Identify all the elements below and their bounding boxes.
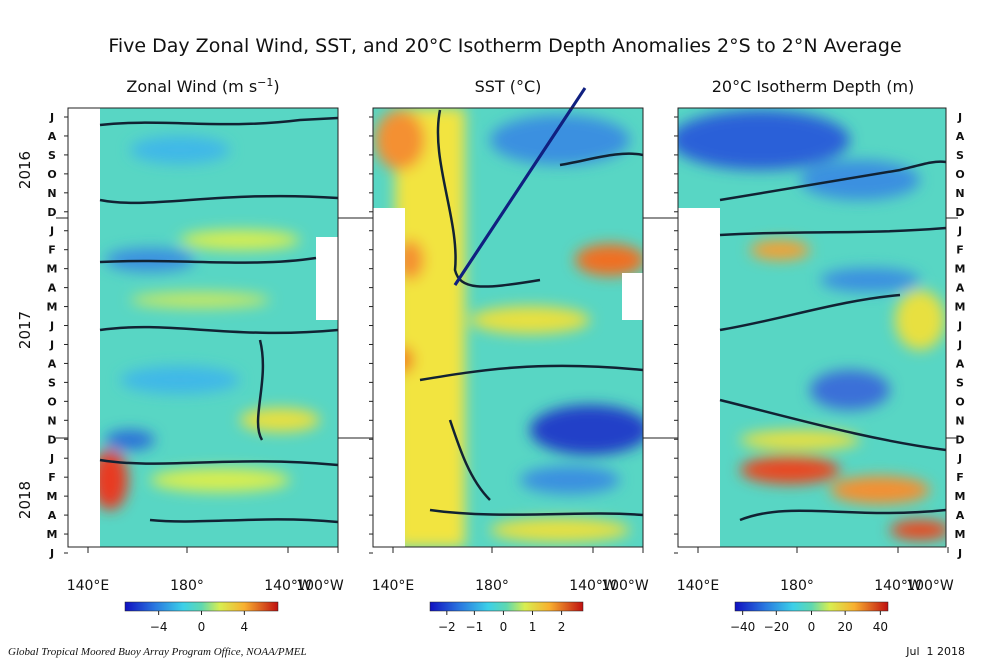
year-label: 2016 bbox=[16, 151, 34, 189]
month-label: J bbox=[49, 338, 54, 351]
month-label: S bbox=[956, 149, 964, 162]
lon-label: 180° bbox=[475, 578, 509, 594]
title-text: 20°C Isotherm Depth (m) bbox=[712, 77, 915, 96]
month-label: D bbox=[47, 206, 56, 219]
month-label: J bbox=[49, 320, 54, 333]
title-text: SST (°C) bbox=[475, 77, 542, 96]
month-label: S bbox=[48, 376, 56, 389]
month-label: A bbox=[48, 130, 57, 143]
month-label: M bbox=[47, 490, 58, 503]
colorbar-label: −20 bbox=[764, 620, 789, 634]
month-label: O bbox=[955, 395, 964, 408]
lon-label: 140°E bbox=[67, 578, 110, 594]
month-label: M bbox=[955, 528, 966, 541]
colorbar-label: −40 bbox=[730, 620, 755, 634]
lon-label: 140°W bbox=[569, 578, 617, 594]
colorbar-label: 0 bbox=[198, 620, 206, 634]
lon-label: 180° bbox=[170, 578, 204, 594]
year-label: 2018 bbox=[16, 481, 34, 519]
month-label: A bbox=[956, 130, 965, 143]
panel-title: SST (°C) bbox=[475, 77, 542, 96]
colorbar-label: 1 bbox=[529, 620, 537, 634]
month-label: A bbox=[956, 509, 965, 522]
month-label: J bbox=[49, 547, 54, 560]
month-label: N bbox=[955, 414, 964, 427]
month-label: O bbox=[955, 168, 964, 181]
title-end: ) bbox=[273, 77, 279, 96]
lon-label: 140°W bbox=[264, 578, 312, 594]
colorbar-label: 2 bbox=[558, 620, 566, 634]
lon-label: 140°E bbox=[677, 578, 720, 594]
month-label: M bbox=[47, 528, 58, 541]
colorbar-label: −1 bbox=[466, 620, 484, 634]
month-label: J bbox=[957, 547, 962, 560]
month-label: S bbox=[956, 376, 964, 389]
month-label: O bbox=[47, 395, 56, 408]
title-text: Zonal Wind (m s bbox=[126, 77, 257, 96]
lon-label: 100°W bbox=[906, 578, 954, 594]
month-label: N bbox=[955, 187, 964, 200]
month-label: A bbox=[48, 509, 57, 522]
colorbar-label: 40 bbox=[873, 620, 888, 634]
month-label: N bbox=[47, 187, 56, 200]
colorbar-label: 0 bbox=[808, 620, 816, 634]
year-label: 2017 bbox=[16, 311, 34, 349]
field-sst bbox=[373, 108, 643, 547]
title-sup: −1 bbox=[257, 76, 273, 89]
month-label: D bbox=[955, 206, 964, 219]
field-isotherm bbox=[678, 108, 946, 547]
month-label: F bbox=[956, 471, 964, 484]
month-label: F bbox=[48, 244, 56, 257]
lon-label: 140°W bbox=[874, 578, 922, 594]
month-label: J bbox=[49, 225, 54, 238]
lon-label: 180° bbox=[780, 578, 814, 594]
month-label: M bbox=[955, 490, 966, 503]
month-label: J bbox=[49, 452, 54, 465]
date: Jul 1 2018 bbox=[905, 645, 965, 658]
colorbar bbox=[429, 601, 584, 612]
month-label: J bbox=[957, 320, 962, 333]
panel-title: Zonal Wind (m s−1) bbox=[126, 76, 279, 97]
field-wind bbox=[68, 108, 338, 547]
month-label: M bbox=[47, 263, 58, 276]
month-label: N bbox=[47, 414, 56, 427]
month-label: M bbox=[47, 301, 58, 314]
month-label: J bbox=[957, 338, 962, 351]
colorbar bbox=[124, 601, 279, 612]
trend-line bbox=[453, 87, 587, 286]
month-label: D bbox=[47, 433, 56, 446]
month-label: F bbox=[48, 471, 56, 484]
month-label: J bbox=[957, 225, 962, 238]
lon-label: 140°E bbox=[372, 578, 415, 594]
month-label: S bbox=[48, 149, 56, 162]
month-label: J bbox=[957, 111, 962, 124]
month-label: M bbox=[955, 301, 966, 314]
month-label: A bbox=[48, 357, 57, 370]
title: Five Day Zonal Wind, SST, and 20°C Isoth… bbox=[108, 35, 901, 57]
colorbar bbox=[734, 601, 889, 612]
colorbar-label: −2 bbox=[438, 620, 456, 634]
colorbar-label: 4 bbox=[241, 620, 249, 634]
month-label: J bbox=[957, 452, 962, 465]
month-label: A bbox=[956, 357, 965, 370]
credit: Global Tropical Moored Buoy Array Progra… bbox=[8, 646, 307, 658]
colorbar-label: −4 bbox=[150, 620, 168, 634]
month-label: J bbox=[49, 111, 54, 124]
lon-label: 100°W bbox=[296, 578, 344, 594]
colorbar-label: 20 bbox=[838, 620, 853, 634]
lon-label: 100°W bbox=[601, 578, 649, 594]
month-label: A bbox=[956, 282, 965, 295]
month-label: D bbox=[955, 433, 964, 446]
month-label: A bbox=[48, 282, 57, 295]
colorbar-label: 0 bbox=[500, 620, 508, 634]
month-label: F bbox=[956, 244, 964, 257]
month-label: M bbox=[955, 263, 966, 276]
panel-title: 20°C Isotherm Depth (m) bbox=[712, 77, 915, 96]
month-label: O bbox=[47, 168, 56, 181]
